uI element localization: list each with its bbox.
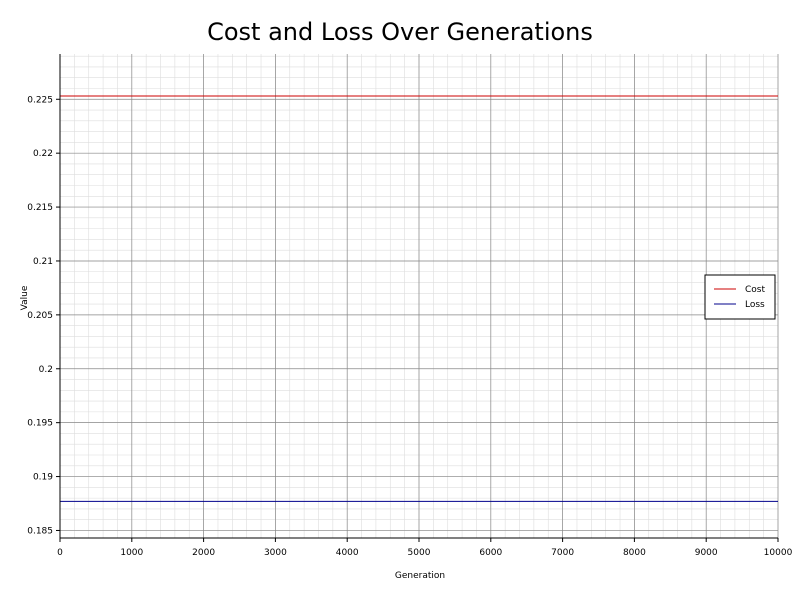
x-tick-label: 5000 bbox=[408, 548, 431, 558]
major-grid bbox=[59, 54, 779, 538]
x-tick-label: 7000 bbox=[551, 548, 574, 558]
legend-box bbox=[704, 274, 776, 320]
x-tick-label: 0 bbox=[57, 548, 63, 558]
x-tick-label: 1000 bbox=[120, 548, 143, 558]
y-tick-label: 0.21 bbox=[33, 257, 53, 267]
x-tick-label: 9000 bbox=[695, 548, 718, 558]
x-axis-label: Generation bbox=[395, 571, 445, 581]
y-tick-label: 0.2 bbox=[39, 365, 53, 375]
x-tick-label: 10000 bbox=[764, 548, 793, 558]
series-layer bbox=[60, 95, 778, 502]
x-axis-ticks: 0 1000 2000 3000 4000 5000 6000 7000 8000 9000 100… bbox=[57, 538, 793, 558]
legend-label-loss: Loss bbox=[745, 300, 765, 310]
x-tick-label: 3000 bbox=[264, 548, 287, 558]
x-tick-label: 4000 bbox=[336, 548, 359, 558]
x-tick-label: 6000 bbox=[479, 548, 502, 558]
chart-title: Cost and Loss Over Generations bbox=[207, 18, 593, 46]
y-tick-label: 0.19 bbox=[33, 473, 53, 483]
y-tick-label: 0.215 bbox=[27, 203, 53, 213]
legend: Cost Loss bbox=[704, 274, 776, 320]
y-tick-label: 0.22 bbox=[33, 149, 53, 159]
x-tick-label: 8000 bbox=[623, 548, 646, 558]
y-tick-label: 0.205 bbox=[27, 311, 53, 321]
y-axis-label: Value bbox=[20, 285, 30, 310]
y-tick-label: 0.225 bbox=[27, 95, 53, 105]
legend-label-cost: Cost bbox=[745, 285, 765, 295]
y-tick-label: 0.195 bbox=[27, 419, 53, 429]
y-axis-ticks: 0.185 0.19 0.195 0.2 0.205 0.21 0.215 0.22 0.225 bbox=[27, 95, 60, 536]
x-tick-label: 2000 bbox=[192, 548, 215, 558]
y-tick-label: 0.185 bbox=[27, 526, 53, 536]
